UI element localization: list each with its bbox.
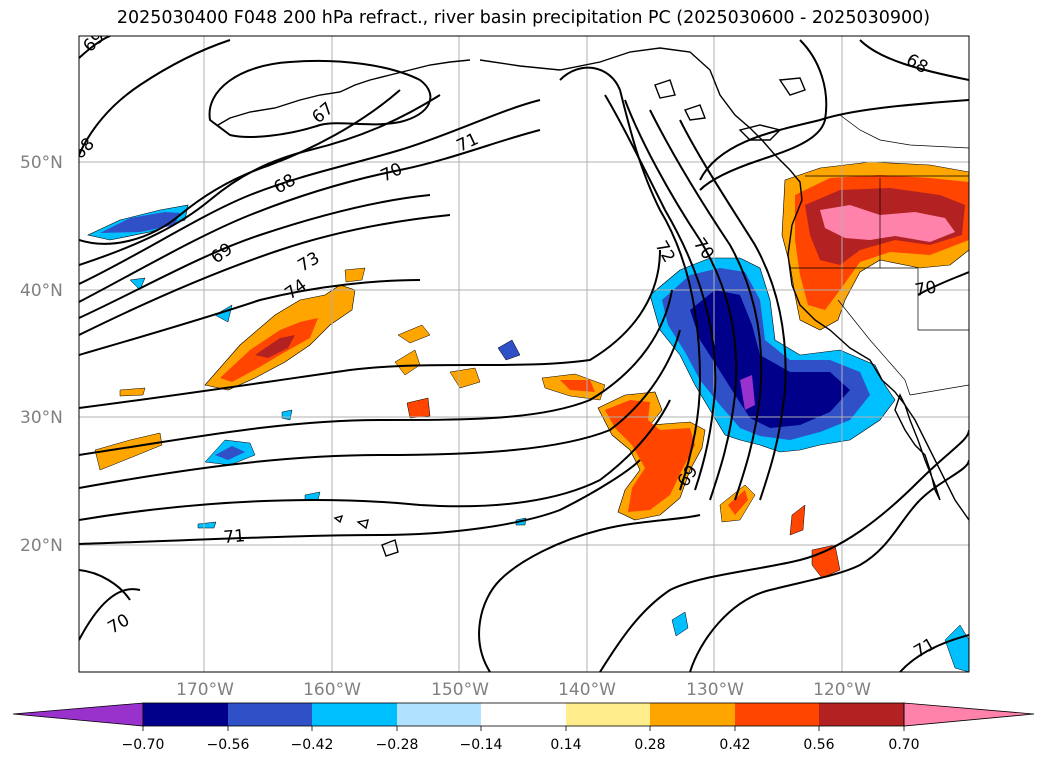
lat-label: 40°N: [20, 281, 63, 301]
map-title: 2025030400 F048 200 hPa refract., river …: [116, 8, 931, 28]
colorbar-swatch: [819, 703, 904, 726]
lat-label: 30°N: [20, 408, 63, 428]
colorbar-extend-max: [903, 702, 1035, 727]
colorbar-tick-label: 0.56: [803, 737, 835, 753]
colorbar-frame: [142, 702, 905, 727]
colorbar-swatch: [735, 703, 819, 726]
lon-label: 130°W: [686, 680, 744, 700]
colorbar-swatch: [228, 703, 312, 726]
colorbar-swatch: [312, 703, 397, 726]
lon-label: 170°W: [176, 680, 234, 700]
colorbar-tick-label: −0.14: [459, 737, 503, 753]
lon-label: 160°W: [303, 680, 361, 700]
colorbar-tick-label: 0.14: [550, 737, 582, 753]
colorbar-swatch: [566, 703, 650, 726]
coastlines: [217, 47, 969, 557]
map-frame: [78, 35, 970, 673]
colorbar-tick-label: −0.70: [121, 737, 165, 753]
lat-label: 20°N: [20, 536, 63, 556]
colorbar-tick-label: 0.70: [888, 737, 920, 753]
colorbar-swatch: [143, 703, 228, 726]
lon-label: 150°W: [431, 680, 489, 700]
contour-label: 70: [913, 277, 938, 300]
refractivity-contours: [79, 36, 969, 672]
colorbar-tick-label: −0.56: [206, 737, 250, 753]
colorbar-swatch: [397, 703, 481, 726]
state-borders: [790, 114, 969, 396]
contour-label: 71: [223, 526, 246, 548]
lon-label: 140°W: [558, 680, 616, 700]
colorbar-tick-label: 0.42: [719, 737, 751, 753]
positive-anomaly-regions: [94, 161, 969, 579]
colorbar-tick-label: −0.42: [290, 737, 334, 753]
lat-label: 50°N: [20, 153, 63, 173]
colorbar-swatch: [650, 703, 735, 726]
colorbar-extend-min: [12, 702, 144, 727]
lon-label: 120°W: [813, 680, 871, 700]
colorbar-swatch: [481, 703, 566, 726]
colorbar-tick-label: 0.28: [634, 737, 666, 753]
colorbar-tick-label: −0.28: [375, 737, 419, 753]
gridlines: [79, 36, 969, 672]
colorbar: [12, 702, 1035, 731]
